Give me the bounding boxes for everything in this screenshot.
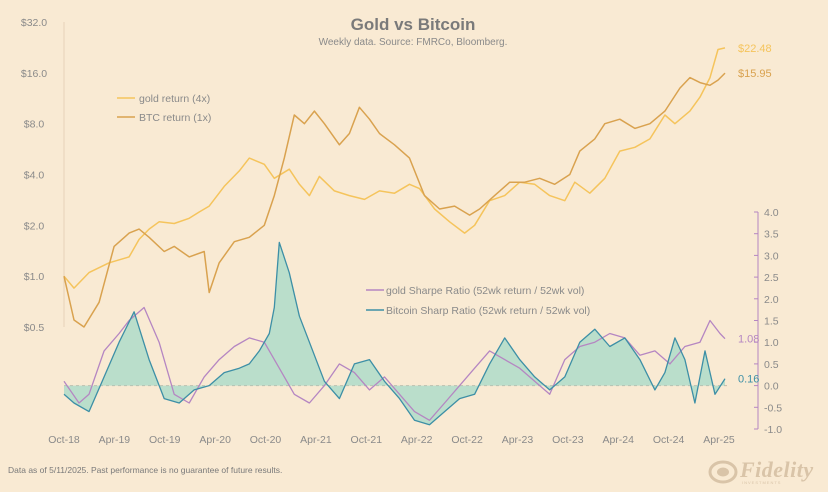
chart-title: Gold vs Bitcoin: [351, 15, 476, 34]
right-axis-tick: 2.5: [764, 272, 779, 284]
bitcoin-sharpe-end-label: 0.16: [738, 374, 759, 386]
x-axis-tick: Oct-18: [48, 434, 80, 446]
gold-return-line: [63, 47, 726, 289]
left-axis-tick: $16.0: [21, 68, 47, 80]
right-axis-tick: 0.5: [764, 359, 779, 371]
btc-end-label: $15.95: [738, 68, 772, 80]
right-axis-tick: 2.0: [764, 294, 779, 306]
x-axis-tick: Apr-25: [703, 434, 735, 446]
legend-gold-return: gold return (4x): [139, 93, 210, 105]
x-axis-tick: Oct-19: [149, 434, 181, 446]
bitcoin-sharpe-fill: [64, 242, 725, 425]
right-axis-tick: 3.5: [764, 229, 779, 241]
x-axis-tick: Apr-21: [300, 434, 332, 446]
x-axis-tick: Apr-23: [502, 434, 534, 446]
btc-return-line: [63, 72, 726, 328]
right-axis-tick: 1.0: [764, 337, 779, 349]
left-axis-tick: $32.0: [21, 17, 47, 29]
x-axis-tick: Apr-22: [401, 434, 433, 446]
x-axis-tick: Apr-19: [99, 434, 131, 446]
x-axis-tick: Oct-21: [351, 434, 383, 446]
logo-text: Fidelity: [740, 457, 814, 482]
footer-disclaimer: Data as of 5/11/2025. Past performance i…: [8, 465, 283, 475]
left-axis-tick: $0.5: [24, 322, 45, 334]
left-axis-tick: $2.0: [24, 220, 45, 232]
right-axis-tick: -0.5: [764, 402, 782, 414]
legend-bitcoin-sharpe: Bitcoin Sharp Ratio (52wk return / 52wk …: [386, 305, 590, 317]
right-axis-tick: -1.0: [764, 424, 782, 436]
left-axis-tick: $4.0: [24, 170, 45, 182]
right-axis-tick: 1.5: [764, 316, 779, 328]
x-axis-tick: Apr-24: [602, 434, 634, 446]
right-axis-tick: 0.0: [764, 381, 779, 393]
left-axis-tick: $1.0: [24, 271, 45, 283]
x-axis-tick: Oct-24: [653, 434, 685, 446]
gold-sharpe-line: [63, 306, 726, 421]
x-axis-tick: Oct-20: [250, 434, 282, 446]
legend-btc-return: BTC return (1x): [139, 112, 211, 124]
gold-sharpe-end-label: 1.08: [738, 334, 759, 346]
brand-logo: Fidelity INVESTMENTS: [708, 457, 820, 485]
right-axis-tick: 3.0: [764, 250, 779, 262]
x-axis-tick: Oct-22: [451, 434, 483, 446]
legend-gold-sharpe: gold Sharpe Ratio (52wk return / 52wk vo…: [386, 285, 584, 297]
chart-subtitle: Weekly data. Source: FMRCo, Bloomberg.: [319, 37, 508, 48]
right-axis-tick: 4.0: [764, 207, 779, 219]
x-axis-tick: Apr-20: [199, 434, 231, 446]
left-axis-tick: $8.0: [24, 119, 45, 131]
fidelity-icon: [708, 460, 738, 484]
logo-subtext: INVESTMENTS: [742, 480, 782, 485]
gold-end-label: $22.48: [738, 43, 772, 55]
x-axis-tick: Oct-23: [552, 434, 584, 446]
bitcoin-sharpe-line: [63, 241, 726, 426]
